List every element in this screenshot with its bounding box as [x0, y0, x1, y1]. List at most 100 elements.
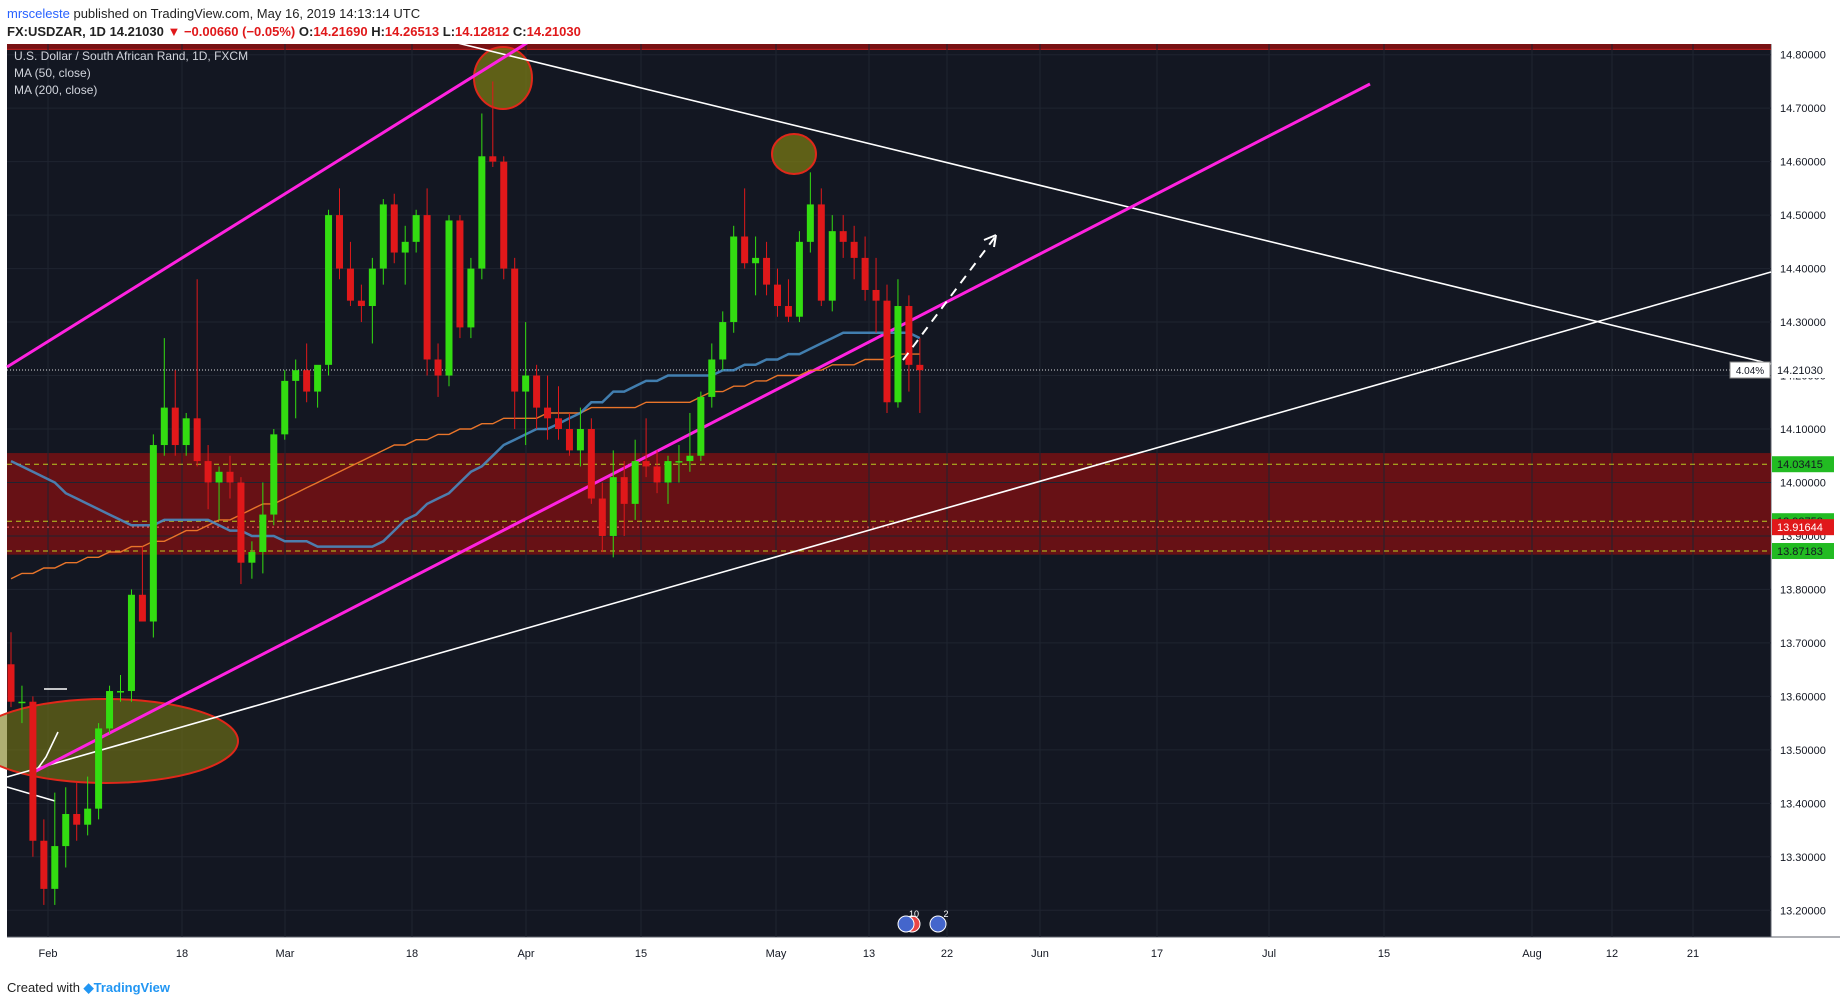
candle[interactable] — [423, 188, 431, 376]
candle[interactable] — [314, 364, 322, 408]
candle[interactable] — [117, 674, 124, 702]
candle[interactable] — [828, 215, 836, 312]
candle[interactable] — [883, 284, 891, 413]
descending-trendline[interactable] — [437, 44, 1772, 365]
candle[interactable] — [259, 482, 267, 574]
candle[interactable] — [905, 295, 913, 392]
tradingview-logo-icon[interactable]: ◆ — [83, 980, 94, 995]
candle[interactable] — [434, 343, 442, 397]
candle[interactable] — [346, 241, 354, 307]
chart-area[interactable]: 10 2 14.80000 14.70000 14.60000 14.50000 14.4… — [0, 44, 1840, 974]
candle[interactable] — [555, 386, 562, 440]
candle[interactable] — [784, 279, 792, 323]
candle[interactable] — [741, 188, 749, 269]
candle[interactable] — [752, 236, 760, 296]
tradingview-logo-text[interactable]: TradingView — [93, 980, 170, 995]
last-price-tag[interactable]: 14.21030 — [1772, 362, 1834, 379]
candle[interactable] — [412, 209, 420, 253]
candle[interactable] — [303, 343, 311, 403]
channel-upper-line[interactable] — [6, 44, 535, 369]
candle[interactable] — [106, 685, 114, 734]
candle[interactable] — [719, 311, 727, 371]
candle[interactable] — [839, 215, 847, 258]
ascending-trendline[interactable] — [6, 271, 1772, 778]
candle[interactable] — [445, 215, 453, 387]
candle[interactable] — [357, 284, 365, 323]
candle[interactable] — [204, 445, 212, 510]
legend-ma50[interactable]: MA (50, close) — [14, 66, 91, 80]
candle[interactable] — [872, 257, 880, 333]
candle[interactable] — [467, 257, 475, 339]
candle[interactable] — [40, 819, 48, 905]
candle[interactable] — [916, 338, 924, 413]
candle[interactable] — [609, 450, 617, 558]
candle[interactable] — [565, 412, 573, 456]
candle[interactable] — [29, 696, 37, 857]
candle[interactable] — [730, 225, 738, 333]
candle[interactable] — [171, 370, 179, 456]
level-tag[interactable]: 13.91644 — [1772, 519, 1834, 536]
candle[interactable] — [215, 466, 223, 520]
candle[interactable] — [861, 236, 869, 301]
candle[interactable] — [226, 455, 234, 499]
candle[interactable] — [598, 482, 606, 552]
candle[interactable] — [18, 685, 26, 724]
candle[interactable] — [270, 429, 278, 526]
candle[interactable] — [522, 322, 530, 446]
candle[interactable] — [51, 792, 59, 905]
candle[interactable] — [182, 412, 190, 456]
candle[interactable] — [664, 455, 672, 504]
candle[interactable] — [325, 209, 333, 376]
support-zone[interactable] — [7, 453, 1771, 555]
level-tag[interactable]: 14.03415 — [1772, 456, 1834, 473]
candle[interactable] — [149, 434, 157, 638]
candle[interactable] — [62, 787, 70, 868]
ma50-line[interactable] — [10, 331, 921, 548]
candle[interactable] — [653, 450, 661, 494]
candle[interactable] — [894, 279, 902, 408]
candle[interactable] — [642, 418, 650, 478]
candle[interactable] — [795, 231, 803, 323]
price-chart-svg[interactable]: 10 2 14.80000 14.70000 14.60000 14.50000 14.4… — [0, 44, 1840, 974]
candle[interactable] — [138, 546, 146, 622]
top-highlight-ellipse[interactable] — [473, 46, 533, 110]
ma200-line[interactable] — [10, 353, 920, 580]
candle[interactable] — [533, 364, 541, 430]
candle[interactable] — [456, 215, 464, 339]
candle[interactable] — [686, 412, 694, 472]
candle[interactable] — [292, 359, 300, 419]
candle[interactable] — [708, 343, 716, 408]
candle[interactable] — [379, 199, 387, 285]
candle[interactable] — [73, 781, 81, 841]
candle[interactable] — [478, 113, 486, 280]
candle[interactable] — [95, 723, 103, 820]
level-tag[interactable]: 13.87183 — [1772, 543, 1834, 560]
candle[interactable] — [7, 632, 15, 708]
candle[interactable] — [193, 279, 201, 467]
candle[interactable] — [160, 338, 168, 456]
candle[interactable] — [806, 172, 814, 253]
resistance-zone[interactable] — [7, 44, 1771, 50]
candle[interactable] — [631, 439, 639, 520]
candle[interactable] — [368, 257, 376, 344]
candle[interactable] — [850, 225, 858, 280]
candle[interactable] — [237, 477, 245, 585]
candle[interactable] — [511, 257, 519, 430]
peak-highlight-ellipse[interactable] — [771, 133, 817, 175]
candle[interactable] — [281, 370, 289, 440]
candle[interactable] — [127, 589, 135, 702]
candle[interactable] — [817, 188, 825, 307]
candle[interactable] — [675, 445, 683, 483]
candle[interactable] — [489, 81, 497, 167]
projection-arrow-line[interactable] — [902, 236, 996, 361]
candle[interactable] — [401, 225, 409, 285]
candle[interactable] — [500, 156, 508, 280]
candle[interactable] — [587, 418, 595, 504]
candle[interactable] — [336, 188, 343, 280]
candle[interactable] — [544, 375, 552, 440]
candle[interactable] — [576, 407, 584, 467]
economic-event-badge[interactable]: 10 — [897, 909, 921, 933]
candle[interactable] — [763, 241, 771, 296]
candle[interactable] — [697, 391, 705, 462]
author-link[interactable]: mrsceleste — [7, 6, 70, 21]
